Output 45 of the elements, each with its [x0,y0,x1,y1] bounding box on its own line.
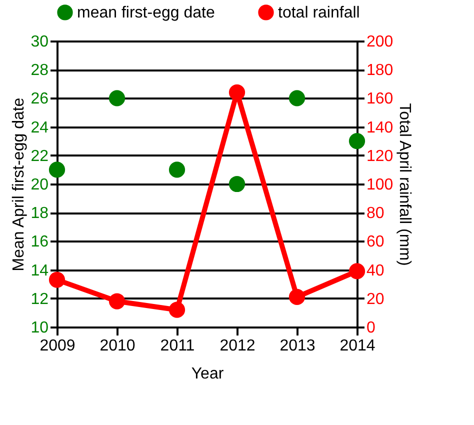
x-axis-title: Year [191,366,224,382]
point [228,176,246,192]
point [168,302,186,318]
y2-tick-label: 40 [366,262,384,280]
x-tick-label: 2013 [280,338,316,354]
y2-tick-label: 100 [366,176,394,194]
y2-tick-label: 80 [366,205,384,222]
y2-tick-label: 120 [366,148,394,165]
y-tick-label: 12 [30,290,49,308]
x-tick-label: 2011 [160,338,195,354]
point [108,293,126,310]
y2-tick-label: 0 [366,320,376,336]
point [168,162,186,178]
y-tick-label: 30 [30,34,49,50]
x-tick-label: 2014 [340,338,376,354]
point [288,90,306,106]
x-tick-label: 2012 [220,338,256,354]
y2-tick-label: 180 [366,62,394,80]
y2-tick-label: 60 [366,234,384,251]
y-tick-label: 10 [30,320,49,336]
y-axis-title: Mean April first-egg date [10,98,28,272]
y-tick-label: 18 [30,205,49,222]
point [228,84,246,101]
y-tick-label: 20 [30,176,49,194]
y-tick-label: 14 [30,262,49,280]
point [348,133,366,150]
y-tick-label: 24 [30,119,49,136]
point [288,288,306,306]
y-tick-label: 28 [30,62,49,80]
y-tick-label: 16 [30,234,49,251]
y-tick-label: 22 [30,148,49,165]
legend-label: mean first-egg date [77,4,215,22]
point [108,90,126,106]
point [348,263,366,280]
point [48,272,66,288]
y2-axis-title: Total April rainfall (mm) [396,103,414,266]
x-tick-label: 2010 [100,338,136,354]
y2-tick-label: 20 [366,290,384,308]
point [48,162,66,178]
y2-tick-label: 160 [366,90,394,108]
y-tick-label: 26 [30,90,49,108]
legend-label: total rainfall [278,4,360,22]
x-tick-label: 2009 [40,338,76,354]
y2-tick-label: 200 [366,34,394,50]
y2-tick-label: 140 [366,119,394,136]
